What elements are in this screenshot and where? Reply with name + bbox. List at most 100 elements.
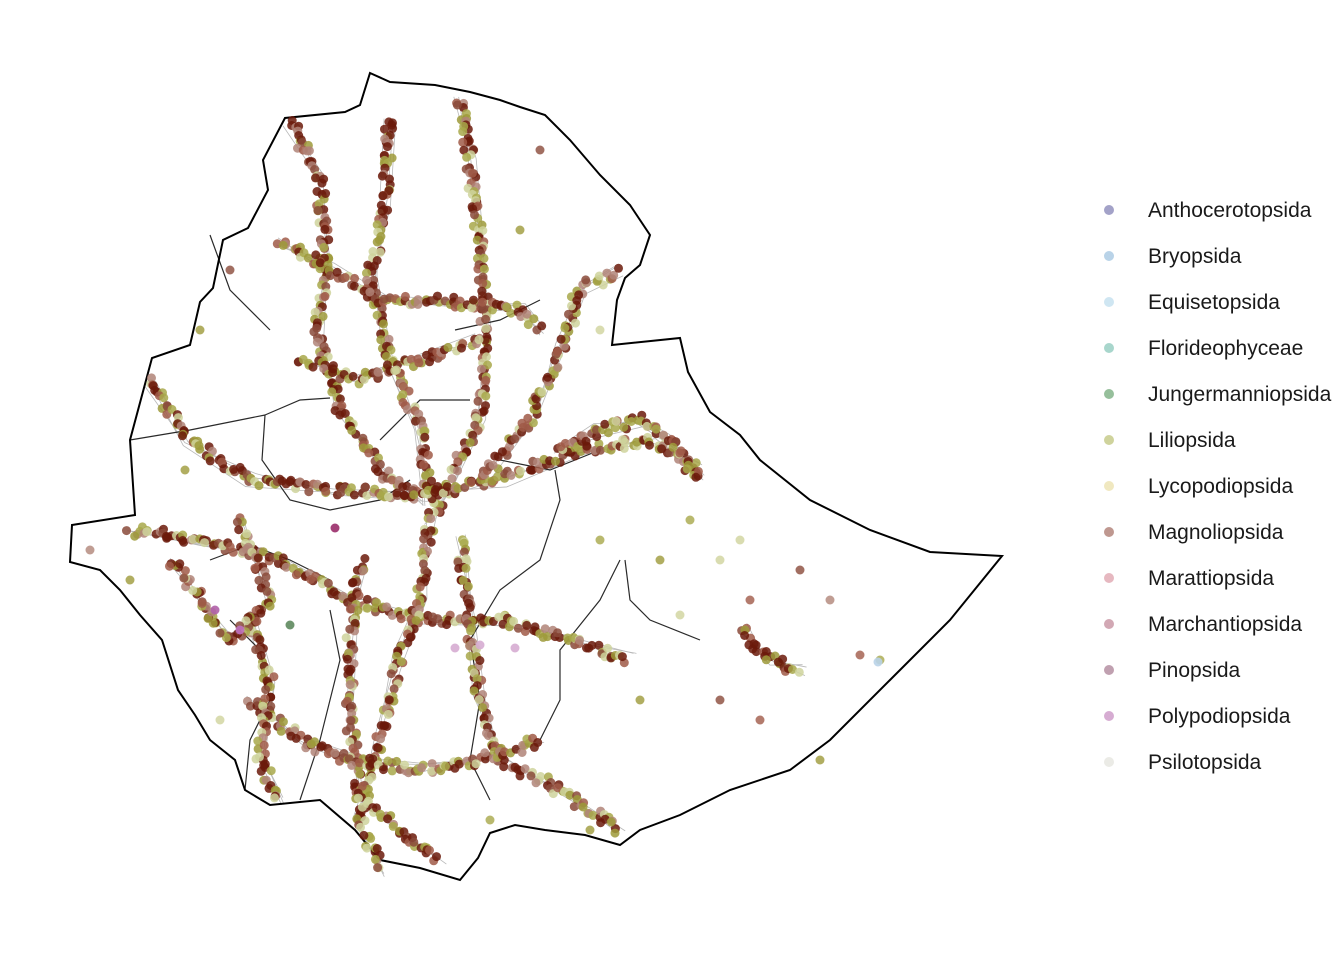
occurrence-point: [409, 837, 419, 847]
occurrence-point: [553, 347, 563, 357]
occurrence-point: [376, 734, 386, 744]
occurrence-point: [195, 325, 205, 335]
road-line: [282, 125, 425, 497]
occurrence-point: [210, 605, 220, 615]
occurrence-point: [400, 291, 410, 301]
occurrence-point: [281, 562, 291, 572]
occurrence-point: [594, 271, 604, 281]
occurrence-point: [537, 321, 547, 331]
occurrence-point: [509, 616, 519, 626]
occurrence-point: [346, 716, 356, 726]
occurrence-point: [384, 334, 394, 344]
occurrence-point: [320, 291, 330, 301]
occurrence-point: [387, 475, 397, 485]
occurrence-point: [483, 731, 493, 741]
legend-label: Magnoliopsida: [1148, 521, 1284, 544]
occurrence-point: [366, 833, 376, 843]
occurrence-point: [488, 460, 498, 470]
occurrence-point: [325, 271, 335, 281]
occurrence-point: [312, 337, 322, 347]
occurrence-point: [347, 701, 357, 711]
occurrence-point: [517, 748, 527, 757]
occurrence-point: [522, 309, 532, 319]
occurrence-point: [398, 390, 408, 400]
occurrence-point: [478, 297, 487, 307]
occurrence-point: [761, 655, 771, 665]
occurrence-point: [291, 570, 301, 580]
occurrence-point: [506, 308, 516, 318]
occurrence-point: [330, 748, 340, 758]
occurrence-point: [147, 373, 156, 383]
occurrence-point: [379, 319, 388, 329]
occurrence-point: [535, 145, 545, 155]
occurrence-point: [470, 210, 479, 220]
occurrence-point: [543, 632, 552, 642]
occurrence-point: [389, 684, 399, 694]
occurrence-point: [553, 628, 562, 638]
occurrence-point: [520, 764, 530, 774]
occurrence-point: [340, 273, 350, 282]
occurrence-point: [345, 624, 355, 634]
occurrence-point: [559, 341, 569, 351]
occurrence-point: [335, 394, 345, 404]
occurrence-point: [341, 633, 351, 643]
legend-label: Psilotopsida: [1148, 751, 1262, 774]
occurrence-point: [490, 451, 500, 461]
occurrence-point: [354, 591, 364, 601]
occurrence-point: [453, 484, 463, 493]
occurrence-point: [241, 616, 251, 626]
occurrence-point: [825, 595, 835, 605]
occurrence-point: [458, 575, 468, 585]
occurrence-point: [469, 295, 478, 305]
occurrence-point: [463, 581, 473, 591]
occurrence-point: [588, 810, 598, 820]
occurrence-point: [493, 472, 503, 482]
occurrence-point: [403, 638, 413, 648]
occurrence-point: [540, 624, 550, 634]
occurrence-point: [691, 458, 701, 468]
occurrence-point: [740, 631, 750, 640]
occurrence-point: [188, 534, 198, 544]
occurrence-point: [455, 296, 465, 306]
occurrence-point: [485, 815, 495, 825]
occurrence-point: [382, 722, 392, 731]
occurrence-point: [474, 695, 484, 705]
occurrence-point: [571, 318, 580, 328]
occurrence-point: [513, 623, 523, 633]
occurrence-point: [396, 614, 406, 624]
occurrence-point: [609, 270, 619, 280]
occurrence-point: [262, 586, 272, 596]
occurrence-point: [564, 309, 573, 319]
occurrence-point: [479, 304, 489, 314]
occurrence-point: [372, 310, 382, 320]
occurrence-point: [265, 601, 275, 611]
occurrence-point: [611, 416, 621, 426]
legend-marker: [1104, 757, 1114, 767]
legend-item: Psilotopsida: [1098, 740, 1344, 786]
legend-marker: [1104, 481, 1114, 491]
occurrence-point: [420, 432, 430, 442]
occurrence-point: [735, 535, 745, 545]
occurrence-point: [318, 311, 328, 321]
occurrence-point: [465, 603, 475, 612]
occurrence-point: [458, 127, 468, 137]
occurrence-point: [347, 593, 357, 603]
occurrence-point: [194, 441, 204, 451]
occurrence-point: [418, 559, 428, 569]
occurrence-point: [675, 448, 685, 458]
occurrence-point: [478, 226, 488, 236]
occurrence-point: [715, 695, 725, 705]
occurrence-point: [261, 572, 271, 582]
occurrence-point: [415, 582, 425, 592]
legend-marker: [1104, 205, 1114, 215]
occurrence-point: [200, 538, 209, 548]
legend-marker: [1104, 297, 1114, 307]
occurrence-point: [360, 367, 370, 377]
occurrence-point: [387, 766, 397, 776]
country-outline: [68, 71, 1005, 882]
legend-item: Lycopodiopsida: [1098, 464, 1344, 510]
occurrence-point: [382, 602, 392, 612]
occurrence-point: [426, 537, 436, 547]
occurrence-point: [203, 613, 213, 623]
occurrence-point: [360, 482, 370, 492]
